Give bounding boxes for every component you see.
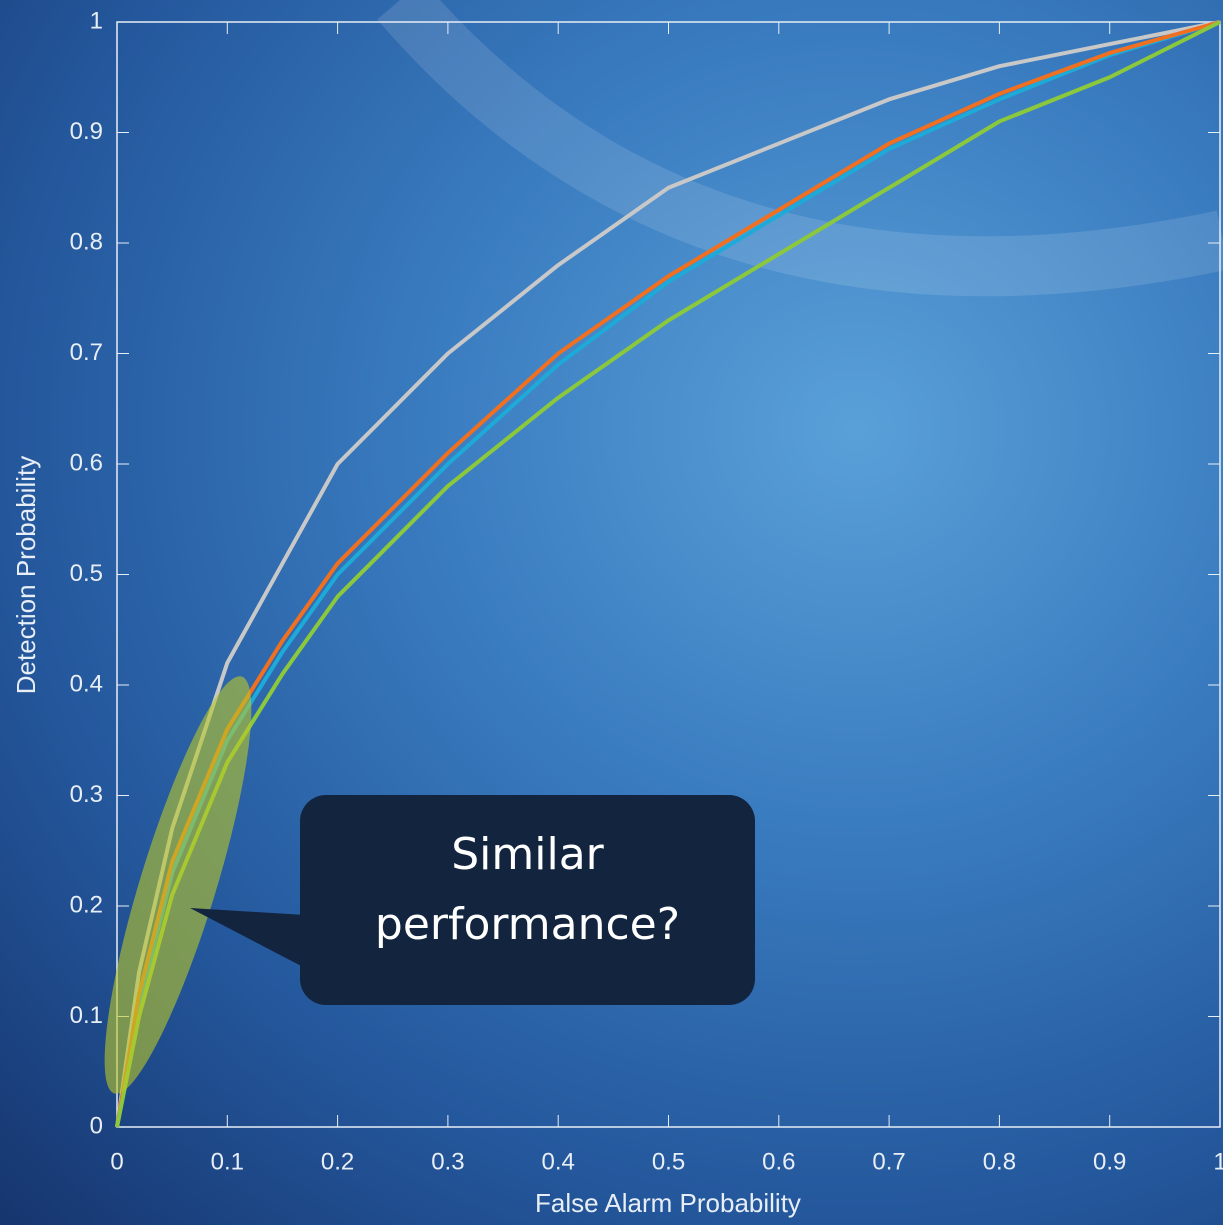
y-tick-label: 0.4 [70, 670, 103, 697]
x-tick-label: 0 [110, 1148, 123, 1175]
slide: False Alarm Probability Detection Probab… [0, 0, 1223, 1225]
x-tick-label: 0.3 [431, 1148, 464, 1175]
highlight-ellipse [78, 665, 278, 1104]
y-tick-label: 0.3 [70, 781, 103, 808]
x-tick-label: 0.8 [983, 1148, 1016, 1175]
x-tick-label: 0.7 [872, 1148, 905, 1175]
y-axis-label: Detection Probability [11, 456, 41, 694]
x-tick-label: 0.6 [762, 1148, 795, 1175]
x-axis-label: False Alarm Probability [535, 1188, 801, 1218]
y-tick-label: 0.6 [70, 449, 103, 476]
y-tick-label: 0.9 [70, 118, 103, 145]
y-tick-label: 0.2 [70, 891, 103, 918]
x-tick-label: 0.9 [1093, 1148, 1126, 1175]
background-swoosh [400, 0, 1223, 266]
x-tick-label: 0.2 [321, 1148, 354, 1175]
x-tick-label: 0.1 [211, 1148, 244, 1175]
x-tick-label: 0.4 [542, 1148, 575, 1175]
y-tick-label: 0.1 [70, 1002, 103, 1029]
y-tick-label: 0.8 [70, 228, 103, 255]
y-tick-label: 0 [90, 1112, 103, 1139]
callout-pointer [190, 908, 305, 968]
y-tick-label: 0.7 [70, 339, 103, 366]
x-tick-label: 0.5 [652, 1148, 685, 1175]
y-tick-label: 0.5 [70, 560, 103, 587]
y-tick-label: 1 [90, 7, 103, 34]
chart: False Alarm Probability Detection Probab… [0, 0, 1223, 1225]
callout-text: Similar performance? [320, 820, 735, 960]
x-tick-label: 1 [1213, 1148, 1223, 1175]
